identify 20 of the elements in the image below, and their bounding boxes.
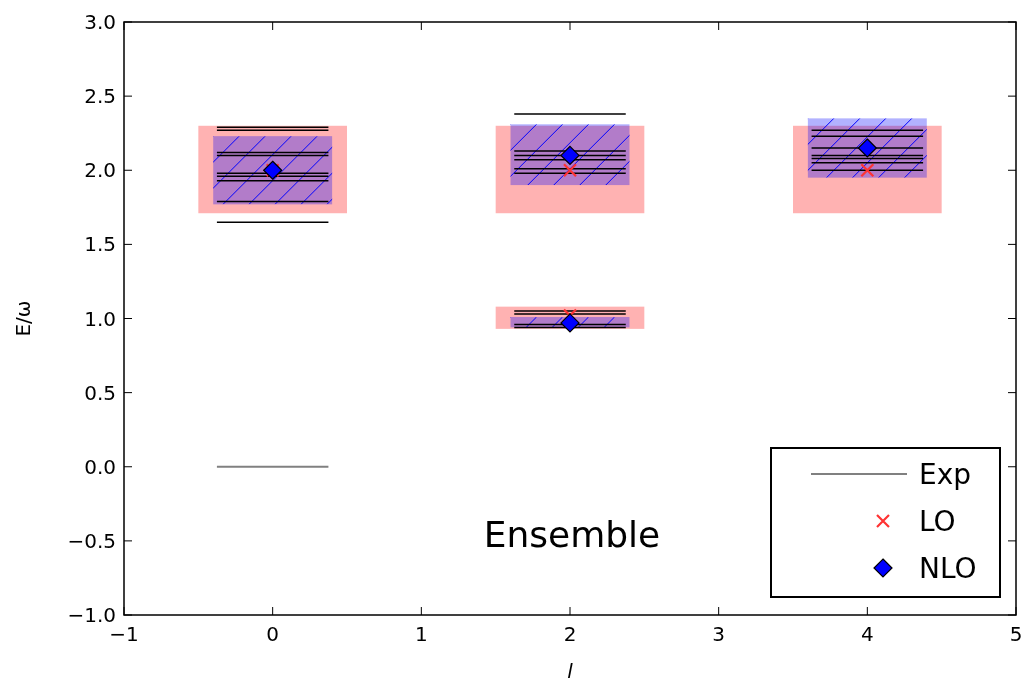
y-tick-label: 0.5 bbox=[84, 380, 116, 405]
annotation: Ensemble bbox=[483, 514, 661, 555]
x-tick-label: 0 bbox=[266, 622, 280, 646]
y-axis-title: E/ω bbox=[11, 300, 35, 337]
x-tick-label: 5 bbox=[1009, 622, 1023, 646]
y-tick-label: 1.5 bbox=[84, 232, 116, 257]
y-tick-label: 3.0 bbox=[84, 10, 116, 34]
y-tick-label: 1.0 bbox=[84, 306, 116, 331]
y-tick-label: 2.0 bbox=[84, 158, 116, 183]
x-tick-label: 4 bbox=[860, 622, 874, 646]
legend-label: NLO bbox=[919, 552, 977, 585]
y-tick-label: 2.5 bbox=[84, 84, 116, 109]
legend-label: LO bbox=[919, 505, 956, 538]
x-axis-title: l bbox=[567, 659, 574, 683]
legend-label: Exp bbox=[919, 458, 972, 491]
y-tick-label: 0.0 bbox=[84, 454, 116, 479]
x-tick-label: 2 bbox=[563, 622, 577, 646]
x-tick-label: 1 bbox=[414, 622, 428, 646]
y-tick-label: −0.5 bbox=[67, 528, 116, 553]
x-tick-label: 3 bbox=[712, 622, 726, 646]
